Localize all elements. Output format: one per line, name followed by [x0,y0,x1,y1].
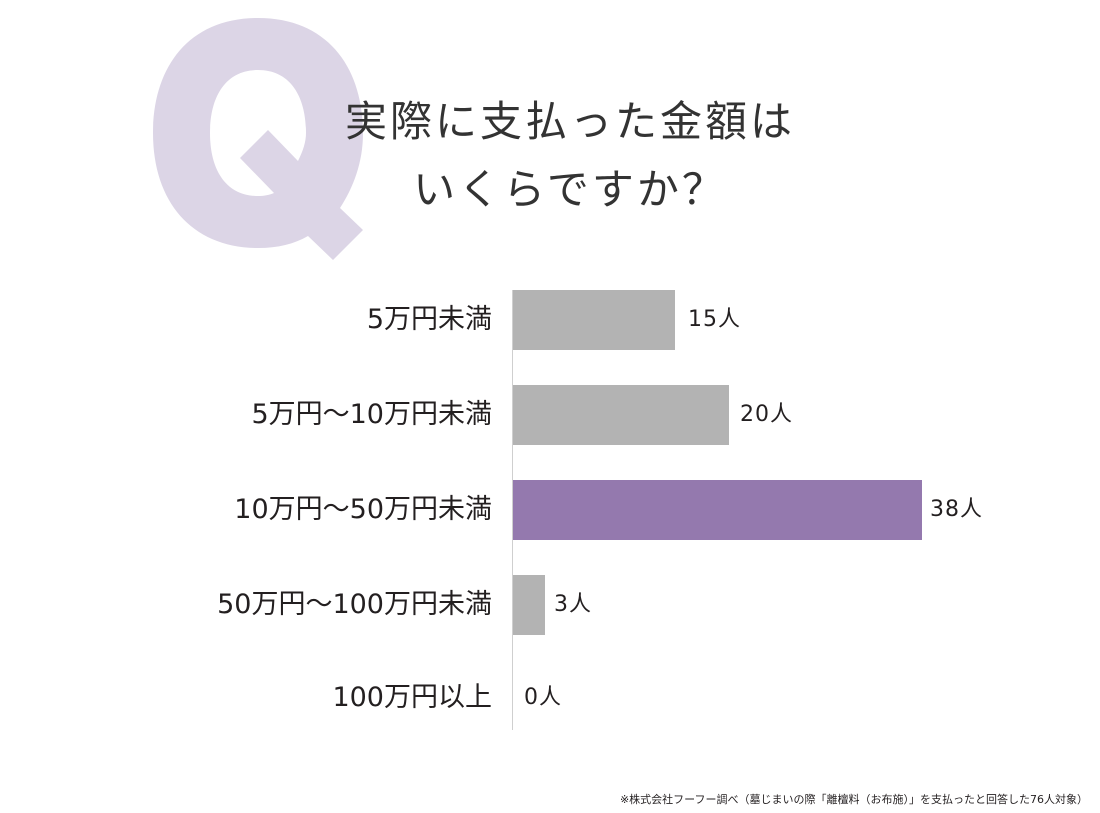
category-label: 5万円〜10万円未満 [251,399,492,430]
bar [513,385,729,445]
source-footnote: ※株式会社フーフー調べ（墓じまいの際「離檀料（お布施）」を支払ったと回答した76… [619,793,1088,806]
bar-row: 50万円〜100万円未満 3人 [0,575,1100,635]
category-label: 100万円以上 [332,682,492,713]
title-line-1: 実際に支払った金額は [344,97,795,146]
category-label: 50万円〜100万円未満 [217,589,492,620]
value-label: 20人 [740,402,793,427]
bar-row-highlight: 10万円〜50万円未満 38人 [0,480,1100,540]
bar-row: 100万円以上 0人 [0,668,1100,728]
title-line-2: いくらですか？ [413,165,727,214]
chart-title: 実際に支払った金額は いくらですか？ [300,88,840,224]
value-label: 38人 [930,497,983,522]
category-label: 5万円未満 [366,304,492,335]
q-mark-icon [153,18,363,260]
bar-chart: 5万円未満 15人 5万円〜10万円未満 20人 10万円〜50万円未満 38人… [0,290,1100,730]
y-axis-line [512,290,513,730]
bar [513,290,675,350]
category-label: 10万円〜50万円未満 [234,494,492,525]
bar-highlight [513,480,922,540]
value-label: 0人 [524,685,562,710]
bar [513,575,545,635]
bar-row: 5万円〜10万円未満 20人 [0,385,1100,445]
bar-row: 5万円未満 15人 [0,290,1100,350]
value-label: 15人 [688,307,741,332]
value-label: 3人 [554,592,592,617]
